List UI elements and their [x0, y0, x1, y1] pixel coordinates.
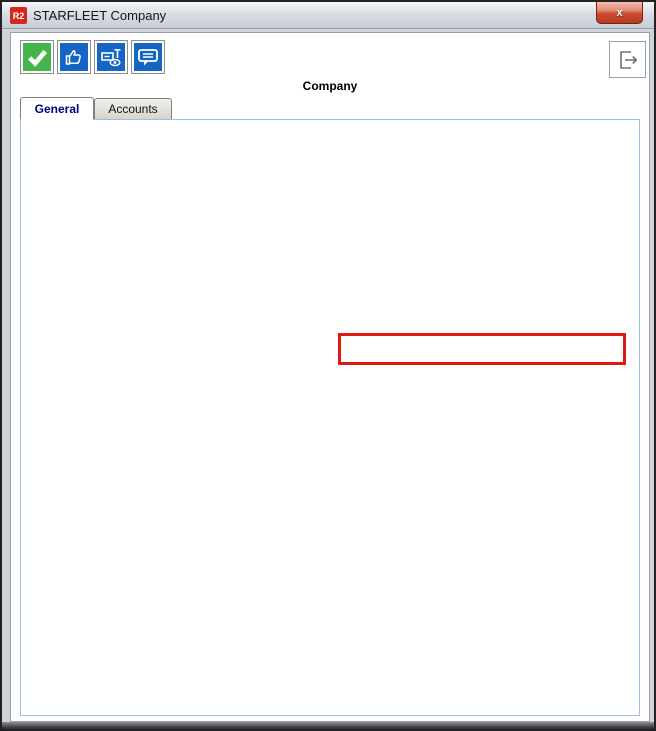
thumbs-up-button[interactable] — [57, 40, 91, 74]
title-bar[interactable]: R2 STARFLEET Company — [2, 2, 654, 29]
notes-button[interactable] — [131, 40, 165, 74]
exit-icon — [619, 50, 637, 69]
checkmark-icon — [23, 43, 51, 71]
page-title: Company — [302, 79, 358, 93]
tab-general[interactable]: General — [20, 97, 94, 120]
window-title: STARFLEET Company — [33, 8, 167, 23]
thumbs-up-icon — [60, 43, 88, 71]
speech-bubble-icon — [134, 43, 162, 71]
tab-accounts[interactable]: Accounts — [94, 98, 172, 120]
close-button[interactable]: x — [596, 2, 643, 24]
workflow-view-button[interactable] — [94, 40, 128, 74]
confirm-button[interactable] — [20, 40, 54, 74]
tab-panel — [20, 119, 640, 716]
window-bottom-frame — [2, 722, 654, 729]
app-logo-icon: R2 — [10, 7, 27, 24]
diagram-eye-icon — [97, 43, 125, 71]
exit-button[interactable] — [609, 41, 646, 78]
